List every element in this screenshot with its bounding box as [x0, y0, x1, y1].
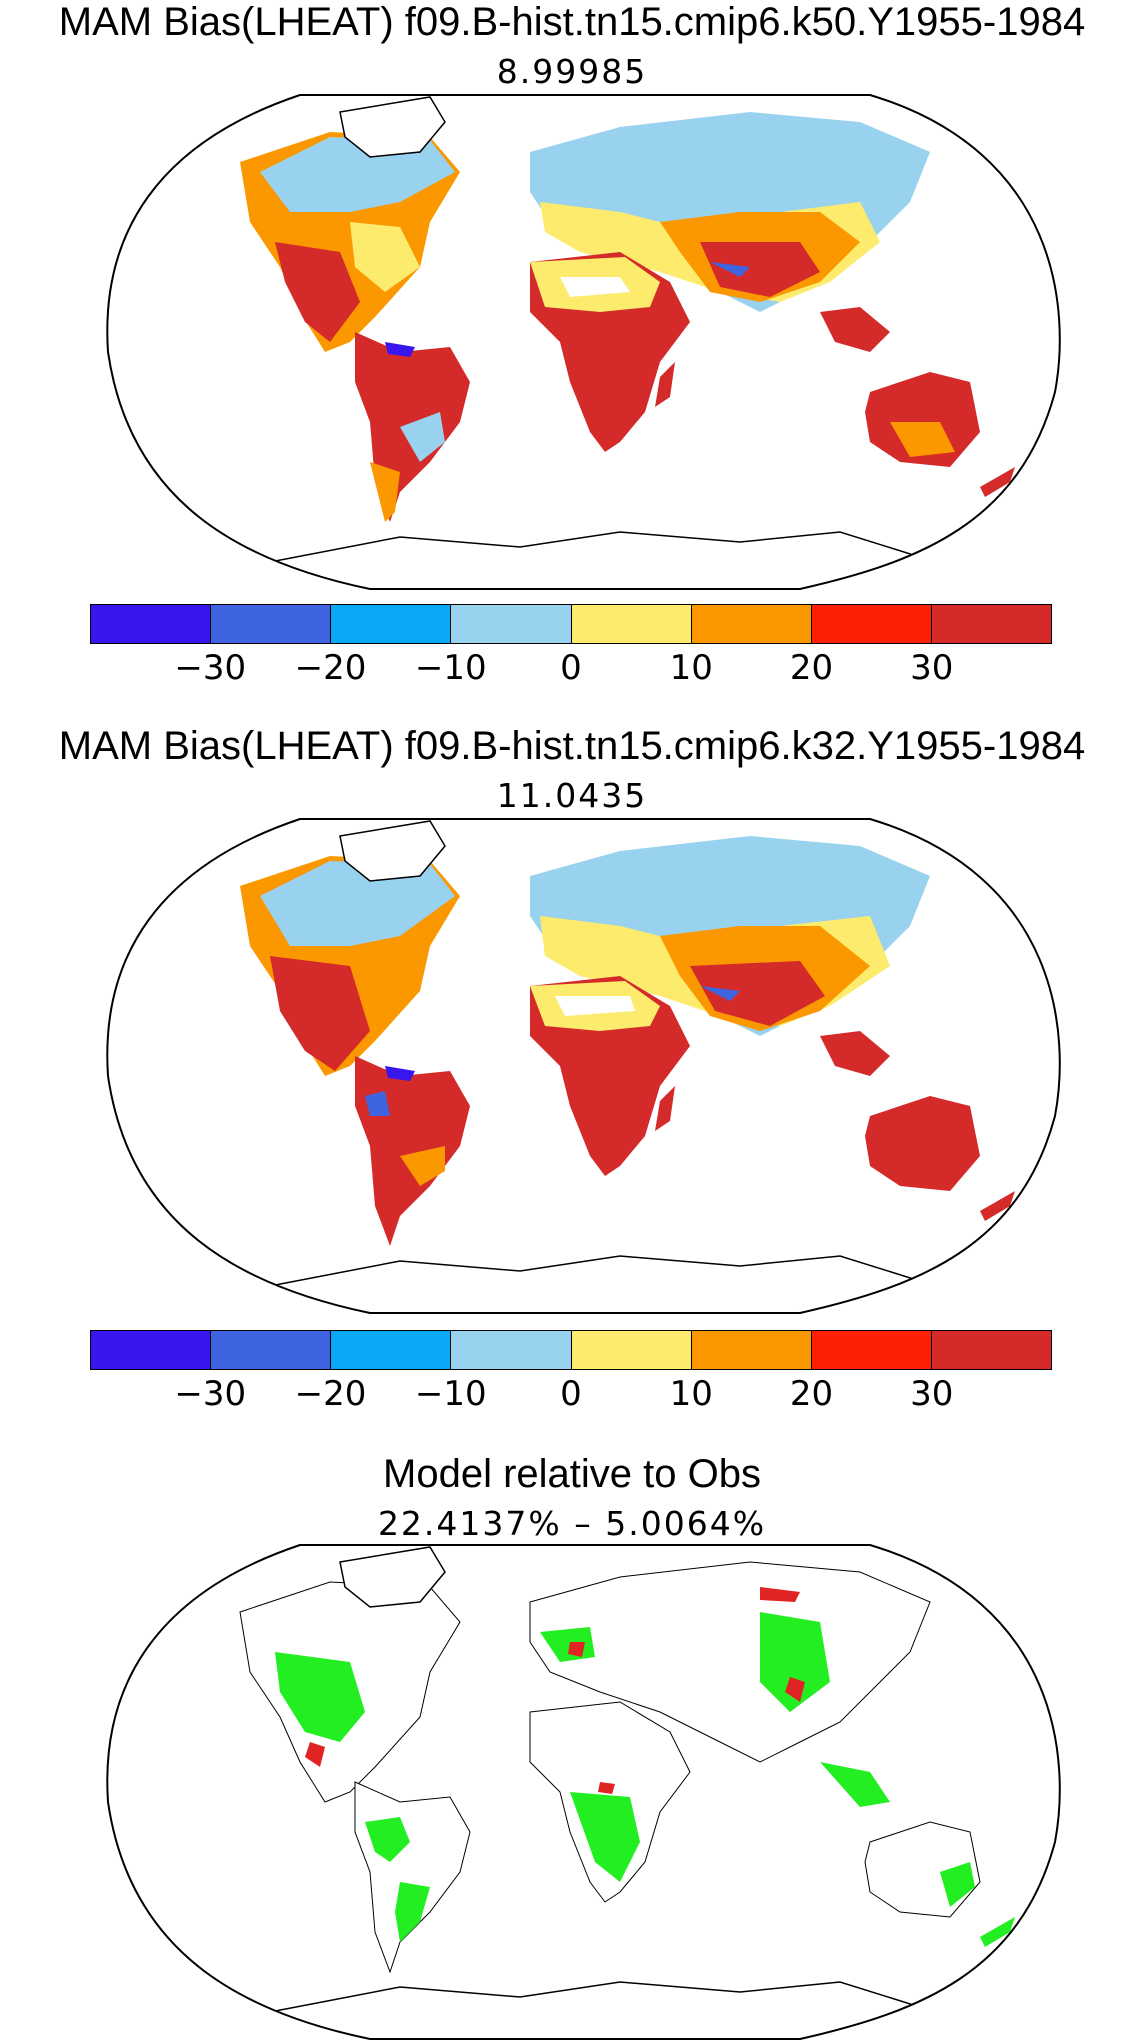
colorbar-tick-label: −10: [414, 648, 487, 688]
colorbar-tick-label: −30: [174, 1374, 247, 1414]
panel3-map: [106, 1544, 1061, 2040]
panel2-title: MAM Bias(LHEAT) f09.B-hist.tn15.cmip6.k3…: [58, 724, 1086, 768]
colorbar-tick-label: 10: [669, 1374, 713, 1414]
panel1-title: MAM Bias(LHEAT) f09.B-hist.tn15.cmip6.k5…: [58, 0, 1086, 44]
colorbar-box: [691, 605, 812, 643]
colorbar-box: [211, 1331, 332, 1369]
colorbar-box: [451, 1331, 572, 1369]
colorbar-tick-label: −20: [294, 648, 367, 688]
colorbar-tick-label: 20: [789, 648, 834, 688]
colorbar-tick-label: −10: [414, 1374, 487, 1414]
colorbar-box: [331, 1331, 452, 1369]
colorbar-box: [451, 605, 572, 643]
colorbar-tick-label: 10: [669, 648, 713, 688]
panel2-colorbar-ticks: −30 −20 −10 0 10 20 30: [90, 1374, 1052, 1414]
colorbar-tick-label: −30: [174, 648, 247, 688]
colorbar-tick-label: 30: [910, 648, 954, 688]
colorbar-tick-label: 30: [910, 1374, 954, 1414]
colorbar-box: [571, 1331, 692, 1369]
colorbar-box: [811, 605, 932, 643]
colorbar-box: [331, 605, 452, 643]
panel2-colorbar: [90, 1330, 1052, 1370]
panel3-title: Model relative to Obs: [383, 1452, 761, 1496]
panel1-colorbar-ticks: −30 −20 −10 0 10 20 30: [90, 648, 1052, 688]
colorbar-tick-label: 20: [789, 1374, 834, 1414]
panel1-map: [106, 94, 1061, 590]
colorbar-tick-label: 0: [560, 1374, 582, 1414]
colorbar-box: [931, 1331, 1051, 1369]
panel2-map: [106, 818, 1061, 1314]
colorbar-tick-label: 0: [560, 648, 582, 688]
panel2-subtitle: 11.0435: [496, 776, 648, 815]
colorbar-box: [91, 1331, 212, 1369]
colorbar-box: [571, 605, 692, 643]
panel3-subtitle: 22.4137% – 5.0064%: [377, 1504, 767, 1543]
colorbar-box: [811, 1331, 932, 1369]
colorbar-box: [931, 605, 1051, 643]
colorbar-box: [91, 605, 212, 643]
panel1-subtitle: 8.99985: [496, 52, 648, 91]
colorbar-tick-label: −20: [294, 1374, 367, 1414]
panel1-colorbar: [90, 604, 1052, 644]
colorbar-box: [691, 1331, 812, 1369]
colorbar-box: [211, 605, 332, 643]
